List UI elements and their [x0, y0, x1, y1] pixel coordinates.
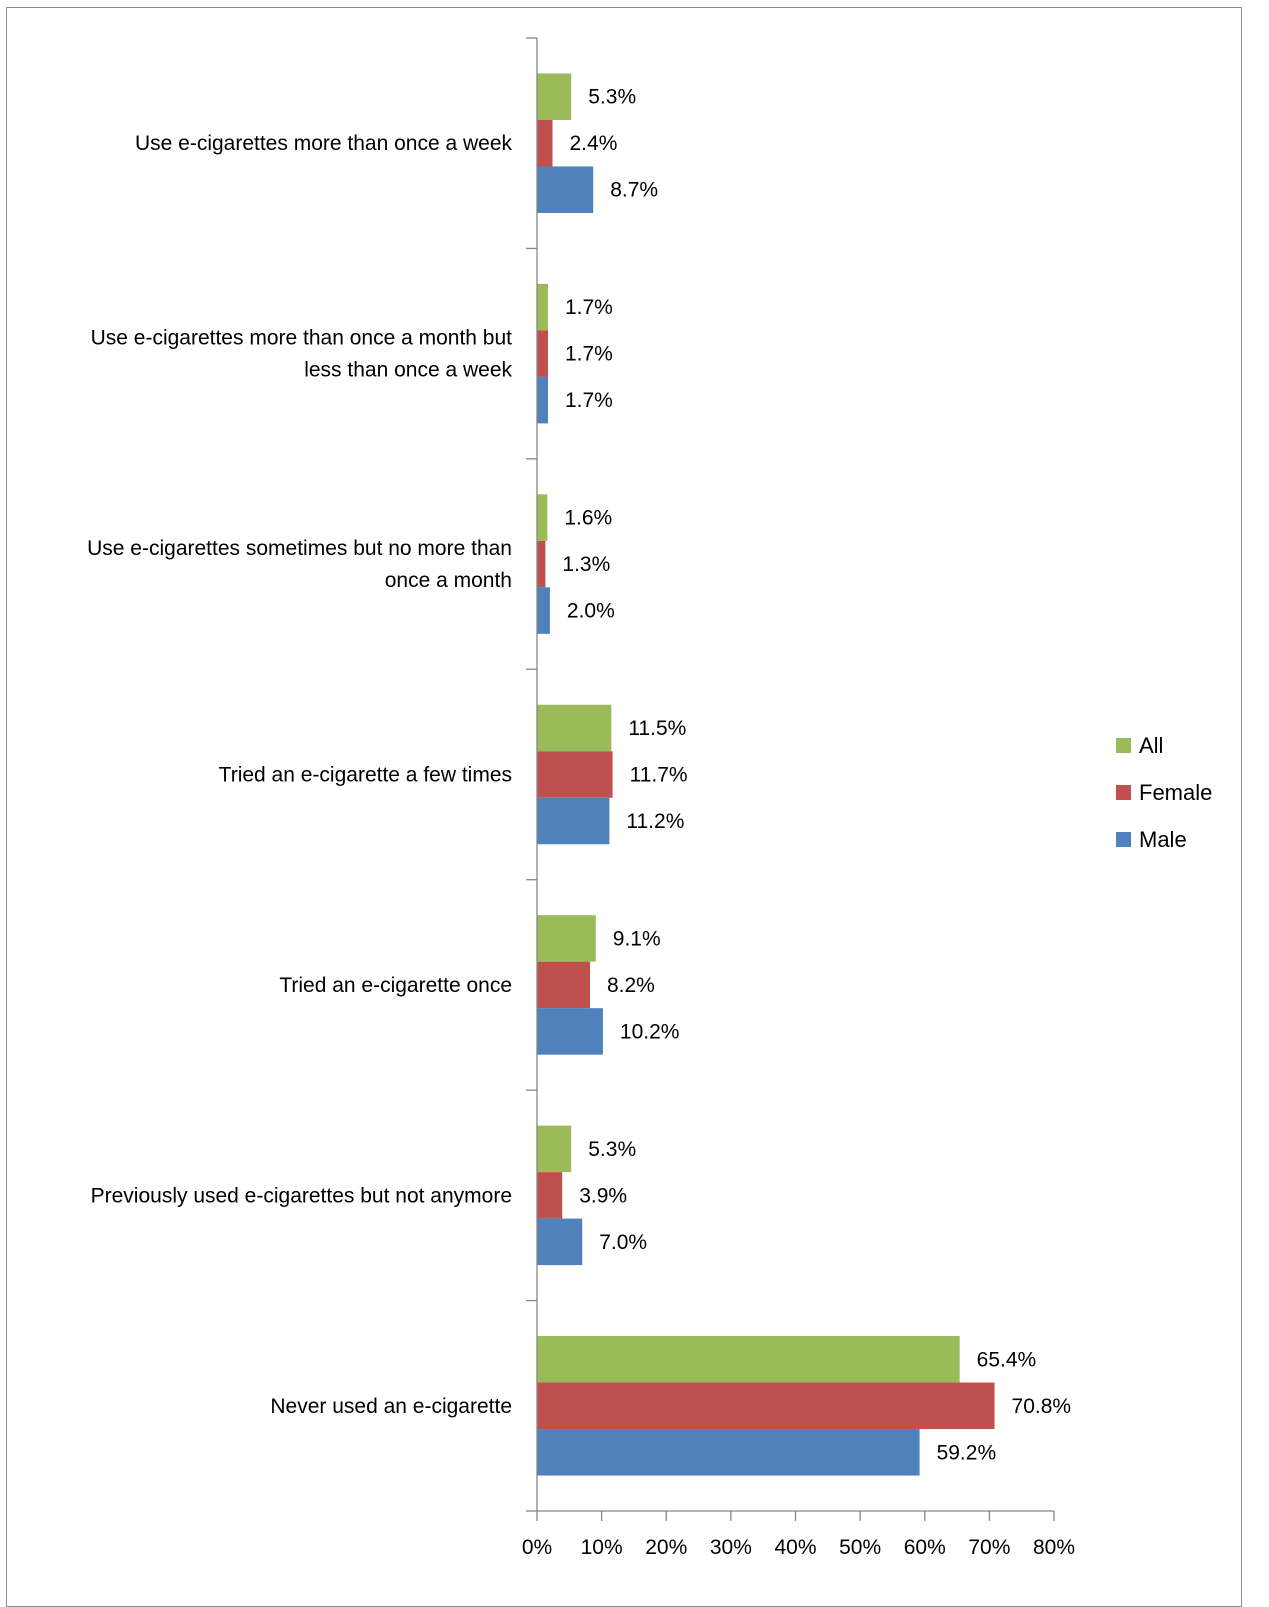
value-label-female-6: 70.8% [1012, 1395, 1072, 1418]
value-label-all-2: 1.6% [564, 507, 612, 530]
bar-all-6 [537, 1336, 960, 1383]
value-label-male-2: 2.0% [567, 600, 615, 623]
value-label-male-4: 10.2% [620, 1020, 680, 1043]
category-label-2-line-1: once a month [385, 569, 512, 592]
value-label-male-1: 1.7% [565, 389, 613, 412]
x-tick-label-1: 10% [581, 1536, 623, 1559]
bar-male-6 [537, 1429, 920, 1476]
bar-female-3 [537, 751, 613, 798]
value-label-female-5: 3.9% [579, 1184, 627, 1207]
legend-label-male: Male [1139, 827, 1187, 852]
value-label-all-1: 1.7% [565, 296, 613, 319]
x-tick-label-3: 30% [710, 1536, 752, 1559]
x-tick-label-6: 60% [904, 1536, 946, 1559]
category-label-1-line-0: Use e-cigarettes more than once a month … [91, 327, 513, 350]
bar-female-5 [537, 1172, 563, 1219]
bar-female-2 [537, 540, 546, 588]
category-label-5: Previously used e-cigarettes but not any… [91, 1184, 512, 1207]
bar-male-2 [537, 587, 550, 634]
bar-male-5 [537, 1218, 583, 1266]
value-label-female-2: 1.3% [562, 553, 610, 576]
bar-female-0 [537, 119, 553, 167]
bar-all-5 [537, 1125, 572, 1173]
bar-male-0 [537, 166, 594, 213]
x-tick-label-4: 40% [774, 1536, 816, 1559]
category-label-3: Tried an e-cigarette a few times [219, 764, 512, 787]
value-label-all-3: 11.5% [628, 717, 686, 740]
legend-swatch-male [1116, 832, 1131, 847]
bar-all-3 [537, 704, 612, 752]
bar-female-4 [537, 961, 590, 1009]
x-tick-label-2: 20% [645, 1536, 687, 1559]
bar-female-1 [537, 330, 548, 377]
bar-female-6 [537, 1382, 995, 1430]
category-label-6: Never used an e-cigarette [270, 1395, 512, 1418]
category-label-4: Tried an e-cigarette once [279, 974, 512, 997]
value-label-female-4: 8.2% [607, 974, 655, 997]
x-tick-label-0: 0% [522, 1536, 552, 1559]
category-label-2-line-0: Use e-cigarettes sometimes but no more t… [87, 537, 512, 560]
x-tick-label-5: 50% [839, 1536, 881, 1559]
value-label-male-5: 7.0% [599, 1231, 647, 1254]
x-tick-label-7: 70% [968, 1536, 1010, 1559]
value-label-all-0: 5.3% [588, 86, 636, 109]
legend-label-female: Female [1139, 780, 1212, 805]
legend-label-all: All [1139, 733, 1163, 758]
value-label-male-3: 11.2% [626, 810, 684, 833]
value-label-male-0: 8.7% [610, 179, 658, 202]
legend-swatch-all [1116, 738, 1131, 753]
value-label-female-0: 2.4% [570, 132, 618, 155]
bar-male-4 [537, 1008, 603, 1055]
bar-all-2 [537, 494, 548, 541]
value-label-female-3: 11.7% [630, 764, 688, 787]
bar-all-1 [537, 283, 548, 331]
value-label-all-5: 5.3% [588, 1138, 636, 1161]
bar-male-1 [537, 376, 548, 424]
legend-swatch-female [1116, 785, 1131, 800]
category-label-1-line-1: less than once a week [304, 359, 512, 382]
value-label-all-4: 9.1% [613, 927, 661, 950]
category-label-0: Use e-cigarettes more than once a week [135, 132, 513, 155]
bar-all-4 [537, 915, 596, 962]
bar-all-0 [537, 73, 572, 120]
value-label-male-6: 59.2% [937, 1441, 997, 1464]
x-tick-label-8: 80% [1033, 1536, 1075, 1559]
value-label-female-1: 1.7% [565, 343, 613, 366]
bar-male-3 [537, 797, 610, 845]
value-label-all-6: 65.4% [977, 1348, 1037, 1371]
